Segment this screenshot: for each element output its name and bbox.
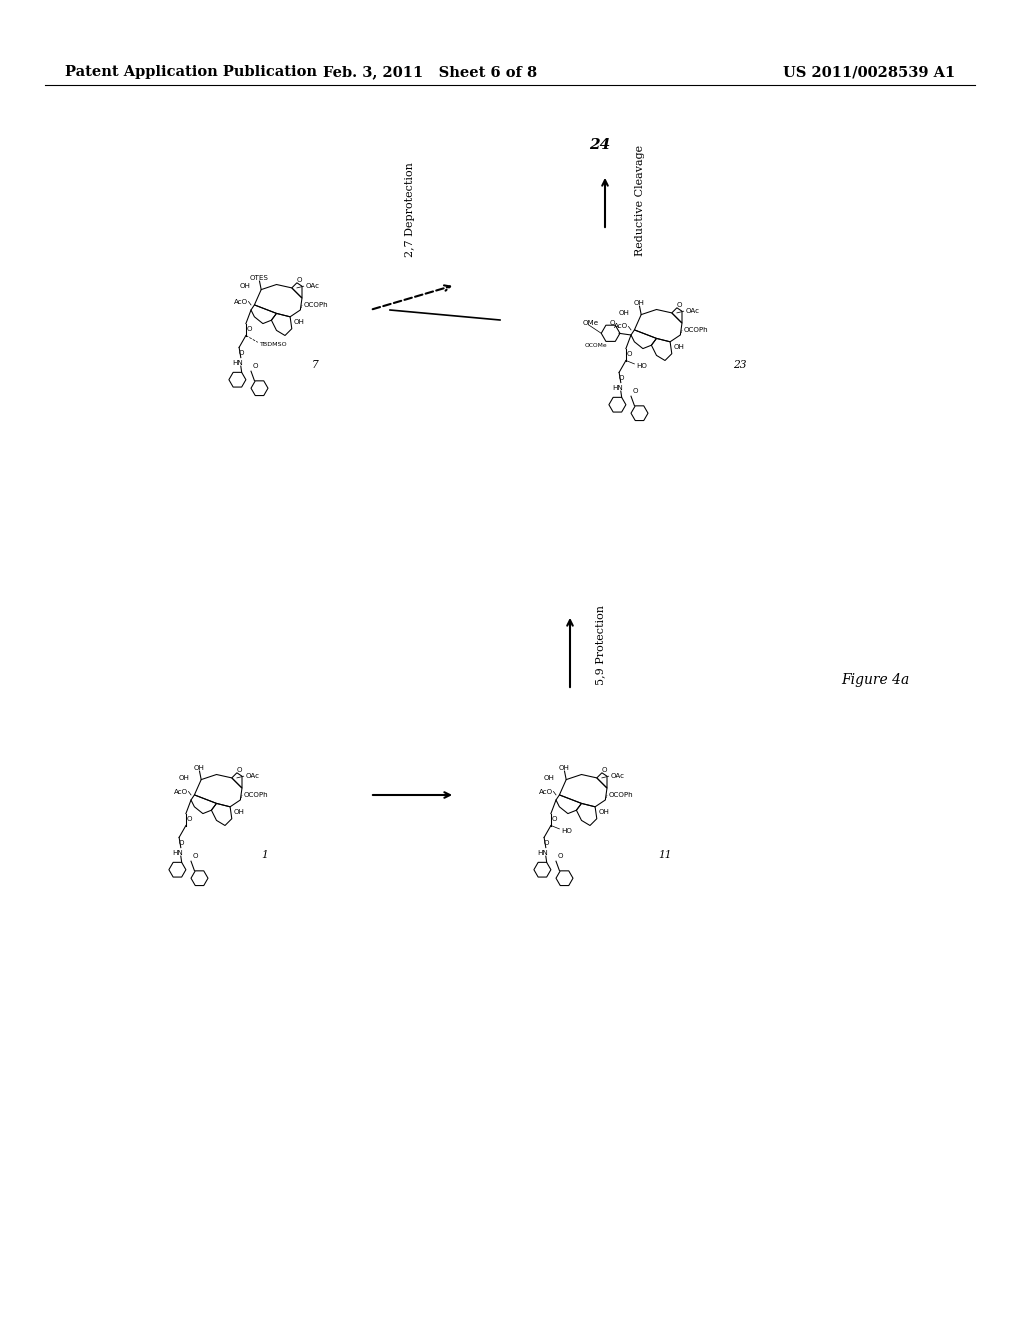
- Text: AcO: AcO: [539, 788, 553, 795]
- Text: OH: OH: [618, 310, 630, 315]
- Text: OCOPh: OCOPh: [244, 792, 268, 797]
- Text: O: O: [253, 363, 258, 370]
- Text: 5,9 Protection: 5,9 Protection: [595, 605, 605, 685]
- Text: OCOPh: OCOPh: [608, 792, 633, 797]
- Text: Feb. 3, 2011   Sheet 6 of 8: Feb. 3, 2011 Sheet 6 of 8: [323, 65, 537, 79]
- Text: O: O: [247, 326, 252, 331]
- Text: TBDMSO: TBDMSO: [259, 342, 287, 346]
- Text: OH: OH: [559, 764, 570, 771]
- Text: Figure 4a: Figure 4a: [841, 673, 909, 686]
- Text: O: O: [193, 853, 198, 859]
- Text: OH: OH: [598, 809, 609, 814]
- Text: OCOPh: OCOPh: [304, 302, 329, 308]
- Text: OH: OH: [240, 284, 251, 289]
- Text: 1: 1: [261, 850, 268, 861]
- Text: OTES: OTES: [250, 275, 269, 281]
- Text: Reductive Cleavage: Reductive Cleavage: [635, 144, 645, 256]
- Text: O: O: [677, 302, 682, 309]
- Text: OH: OH: [674, 345, 684, 350]
- Text: OAc: OAc: [610, 774, 625, 779]
- Text: OMe: OMe: [583, 319, 599, 326]
- Text: O: O: [618, 375, 625, 381]
- Text: HN: HN: [537, 850, 548, 855]
- Text: OH: OH: [294, 319, 304, 325]
- Text: OCOPh: OCOPh: [684, 327, 709, 333]
- Text: O: O: [633, 388, 638, 395]
- Text: O: O: [186, 816, 193, 821]
- Text: 2,7 Deprotection: 2,7 Deprotection: [406, 162, 415, 257]
- Text: OH: OH: [178, 775, 189, 781]
- Text: AcO: AcO: [613, 323, 628, 330]
- Text: O: O: [179, 841, 184, 846]
- Text: O: O: [552, 816, 557, 821]
- Text: 7: 7: [311, 360, 318, 370]
- Text: O: O: [297, 277, 302, 284]
- Text: 24: 24: [590, 139, 610, 152]
- Text: O: O: [557, 853, 563, 859]
- Text: OCOMe: OCOMe: [585, 343, 607, 347]
- Text: OH: OH: [544, 775, 554, 781]
- Text: 23: 23: [733, 360, 746, 370]
- Text: 11: 11: [658, 850, 672, 861]
- Text: OH: OH: [195, 764, 205, 771]
- Text: HO: HO: [561, 828, 572, 834]
- Text: O: O: [237, 767, 243, 774]
- Text: AcO: AcO: [233, 298, 248, 305]
- Text: HN: HN: [612, 384, 623, 391]
- Text: O: O: [609, 319, 615, 326]
- Text: HN: HN: [172, 850, 182, 855]
- Text: HN: HN: [232, 360, 243, 366]
- Text: O: O: [239, 350, 245, 356]
- Text: AcO: AcO: [173, 788, 187, 795]
- Text: US 2011/0028539 A1: US 2011/0028539 A1: [782, 65, 955, 79]
- Text: HO: HO: [636, 363, 647, 368]
- Text: OAc: OAc: [685, 308, 699, 314]
- Text: Patent Application Publication: Patent Application Publication: [65, 65, 317, 79]
- Text: OAc: OAc: [246, 774, 259, 779]
- Text: OAc: OAc: [305, 284, 319, 289]
- Text: O: O: [544, 841, 550, 846]
- Text: O: O: [602, 767, 607, 774]
- Text: OH: OH: [233, 809, 245, 814]
- Text: OH: OH: [634, 300, 645, 306]
- Text: O: O: [627, 351, 632, 356]
